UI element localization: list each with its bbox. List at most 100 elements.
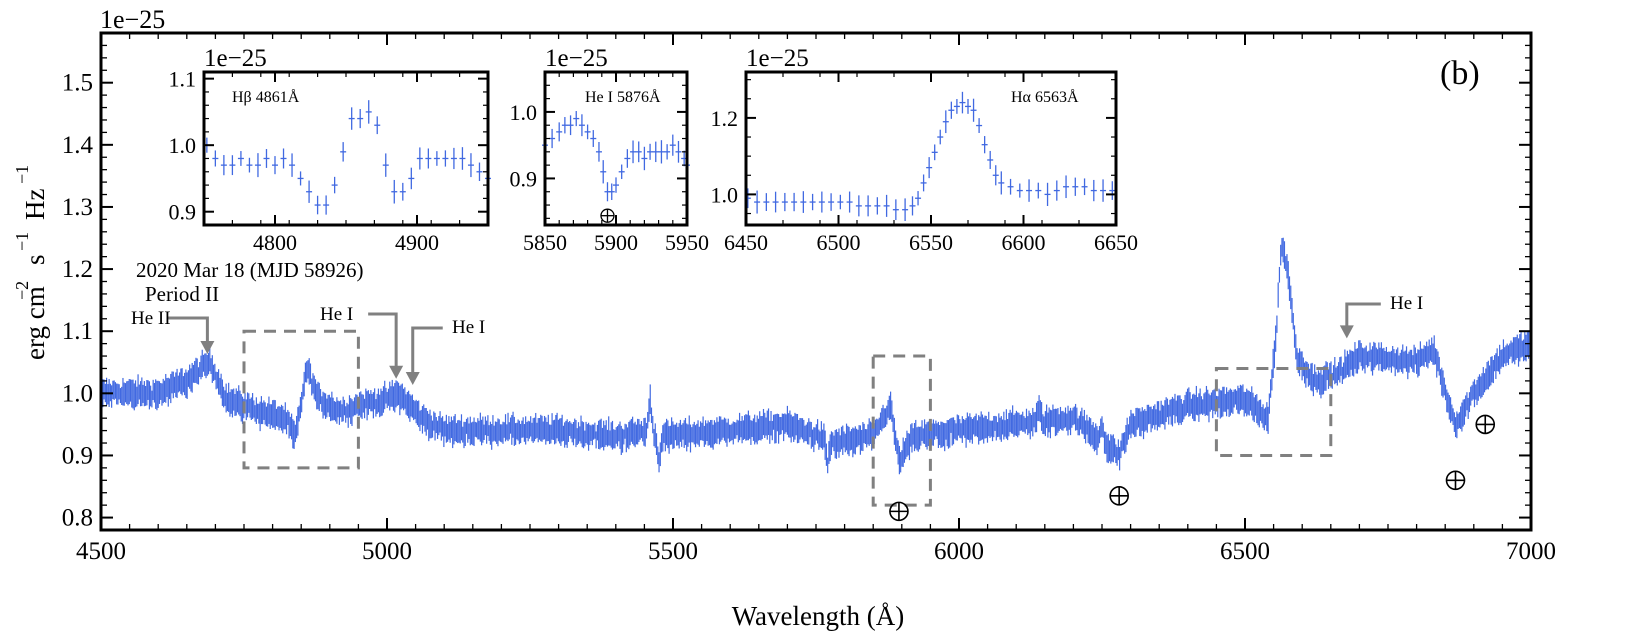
inset-point [855, 195, 862, 217]
inset-point [1044, 182, 1051, 206]
inset-point [618, 164, 625, 180]
telluric-icon [889, 501, 909, 522]
inset-offset-text: 1e−25 [204, 45, 267, 72]
inset-region-box [242, 329, 360, 470]
inset-point [450, 147, 457, 170]
inset-y-tick-label: 1.2 [711, 106, 739, 131]
inset-x-tick-label: 6650 [1094, 230, 1138, 255]
inset-point [846, 191, 853, 213]
period-annotation: Period II [145, 282, 219, 306]
inset-point [818, 191, 825, 213]
inset-point [1007, 178, 1014, 195]
y-axis-label-unit: erg cm [20, 286, 50, 360]
inset-point [959, 91, 966, 114]
inset-point [1016, 183, 1023, 198]
inset-point [658, 140, 665, 164]
inset-point [998, 171, 1005, 195]
x-tick-label: 6000 [934, 538, 984, 565]
inset-point [374, 116, 381, 135]
inset-point [416, 147, 423, 170]
inset-x-tick-label: 6550 [909, 230, 953, 255]
inset-point [837, 194, 844, 210]
inset-point [600, 160, 607, 184]
inset-point [590, 130, 597, 147]
inset-point [763, 193, 770, 211]
inset-point [608, 183, 615, 200]
inset-point [382, 153, 389, 177]
inset-point [306, 180, 313, 203]
inset-point [948, 101, 955, 119]
inset-title: Hα 6563Å [1011, 88, 1079, 106]
inset-point [1109, 181, 1116, 200]
inset-point [892, 199, 899, 221]
x-tick-label: 4500 [76, 538, 126, 565]
panel-label: (b) [1440, 55, 1480, 92]
inset-point [1035, 182, 1042, 199]
inset-background [204, 72, 488, 225]
inset-point [246, 157, 253, 173]
y-tick-label: 1.2 [62, 256, 93, 283]
y-tick-label: 0.9 [62, 442, 93, 469]
y-axis-label-s: s [20, 254, 50, 265]
inset-point [220, 155, 227, 176]
y-axis-label: erg cm −2 s −1 Hz −1 [12, 165, 50, 360]
inset-point [647, 143, 654, 160]
inset-point [1081, 178, 1088, 196]
x-tick-label: 6500 [1220, 538, 1270, 565]
inset-point [902, 198, 909, 222]
inset-point [992, 165, 999, 186]
inset-point [212, 150, 219, 167]
inset-background [545, 72, 687, 225]
inset-point [561, 117, 568, 134]
inset-point [289, 153, 296, 177]
line-label-arrow [368, 312, 398, 368]
inset-point [595, 141, 602, 162]
inset-point [399, 182, 406, 201]
inset-point [652, 141, 659, 163]
inset-point [865, 195, 872, 217]
spectrum-series [100, 237, 1531, 475]
inset-point [567, 115, 574, 136]
y-axis-label-exp3: −1 [12, 165, 32, 184]
arrow-head-icon [389, 365, 404, 379]
inset-x-tick-label: 4900 [395, 230, 439, 255]
x-axis-label: Wavelength (Å) [732, 601, 905, 631]
inset-point [408, 167, 415, 190]
inset-point [937, 129, 944, 145]
telluric-icon [1109, 486, 1129, 506]
inset-point [953, 99, 960, 114]
inset-point [664, 144, 671, 160]
inset-point [931, 144, 938, 161]
inset-point [229, 155, 236, 176]
inset-point [965, 98, 971, 114]
inset-point [630, 140, 637, 164]
inset-point [331, 176, 338, 194]
inset-point [981, 136, 988, 154]
y-tick-label: 0.8 [62, 505, 93, 532]
inset-panel: Hα 6563Å 1e−25 6450 6500 6550 6600 6650 1.0 1.2 [711, 45, 1139, 255]
arrow-head-icon [200, 340, 215, 354]
y-tick-label: 1.5 [62, 70, 93, 97]
inset-point [314, 195, 321, 215]
inset-point [772, 191, 779, 213]
inset-y-tick-label: 1.1 [169, 67, 197, 92]
line-label: He II [131, 308, 171, 329]
inset-point [675, 140, 682, 163]
inset-x-tick-label: 5950 [665, 230, 709, 255]
inset-region-box [871, 354, 932, 507]
main-plot: He II He I He I He I 4500 5000 5500 6000 6500 700… [62, 31, 1556, 565]
date-annotation: 2020 Mar 18 (MJD 58926) [136, 258, 363, 282]
y-axis-label-exp2: −1 [12, 232, 32, 251]
inset-point [357, 108, 364, 129]
inset-point [669, 134, 676, 156]
inset-point [641, 146, 648, 171]
x-tick-label: 5000 [362, 538, 412, 565]
inset-point [459, 147, 466, 170]
inset-point [549, 128, 556, 149]
inset-background [746, 72, 1116, 225]
inset-point [584, 124, 591, 140]
y-tick-label: 1.3 [62, 194, 93, 221]
y-tick-label: 1.0 [62, 380, 93, 407]
inset-point [1026, 179, 1033, 202]
line-label-arrow [1345, 302, 1381, 328]
